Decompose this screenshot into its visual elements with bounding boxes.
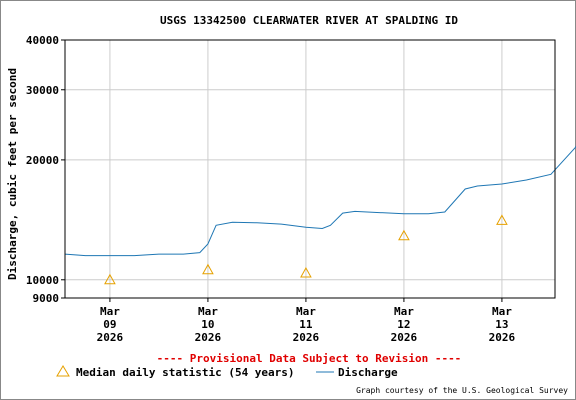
plot-frame (64, 39, 556, 299)
provisional-notice: ---- Provisional Data Subject to Revisio… (157, 352, 462, 365)
legend: Median daily statistic (54 years) Discha… (56, 365, 398, 379)
x-tick-label: 2026 (489, 331, 516, 344)
x-tick-label: Mar (394, 305, 414, 318)
legend-median-label: Median daily statistic (54 years) (76, 366, 295, 379)
x-tick-label: 2026 (97, 331, 124, 344)
x-axis-ticks: Mar092026Mar102026Mar112026Mar122026Mar1… (97, 298, 516, 344)
median-marker (496, 214, 508, 225)
grid-lines (65, 40, 555, 298)
x-tick-label: 2026 (195, 331, 222, 344)
chart-title: USGS 13342500 CLEARWATER RIVER AT SPALDI… (160, 14, 458, 27)
x-tick-label: Mar (100, 305, 120, 318)
discharge-line (64, 145, 576, 257)
x-tick-label: 13 (495, 318, 508, 331)
median-marker (104, 273, 116, 285)
x-tick-label: Mar (296, 305, 316, 318)
x-tick-label: Mar (198, 305, 218, 318)
x-tick-label: 2026 (391, 331, 418, 344)
x-tick-label: 12 (397, 318, 410, 331)
median-marker (300, 266, 312, 278)
y-axis-ticks: 9000 10000 20000 30000 40000 (26, 34, 65, 305)
x-tick-label: 11 (299, 318, 313, 331)
y-tick-label: 9000 (33, 292, 60, 305)
x-tick-label: 2026 (293, 331, 320, 344)
y-axis-label: Discharge, cubic feet per second (6, 68, 19, 280)
y-tick-label: 40000 (26, 34, 59, 47)
x-tick-label: 09 (103, 318, 116, 331)
y-tick-label: 10000 (26, 274, 59, 287)
median-marker (398, 229, 410, 241)
y-tick-label: 30000 (26, 84, 59, 97)
legend-discharge-label: Discharge (338, 366, 398, 379)
median-marker (202, 263, 214, 275)
x-tick-label: 10 (201, 318, 214, 331)
x-tick-label: Mar (492, 305, 512, 318)
plot-area (65, 40, 555, 298)
y-tick-label: 20000 (26, 154, 59, 167)
series-layer (64, 145, 576, 285)
credit-text: Graph courtesy of the U.S. Geological Su… (356, 386, 568, 395)
legend-median-marker (56, 365, 70, 377)
